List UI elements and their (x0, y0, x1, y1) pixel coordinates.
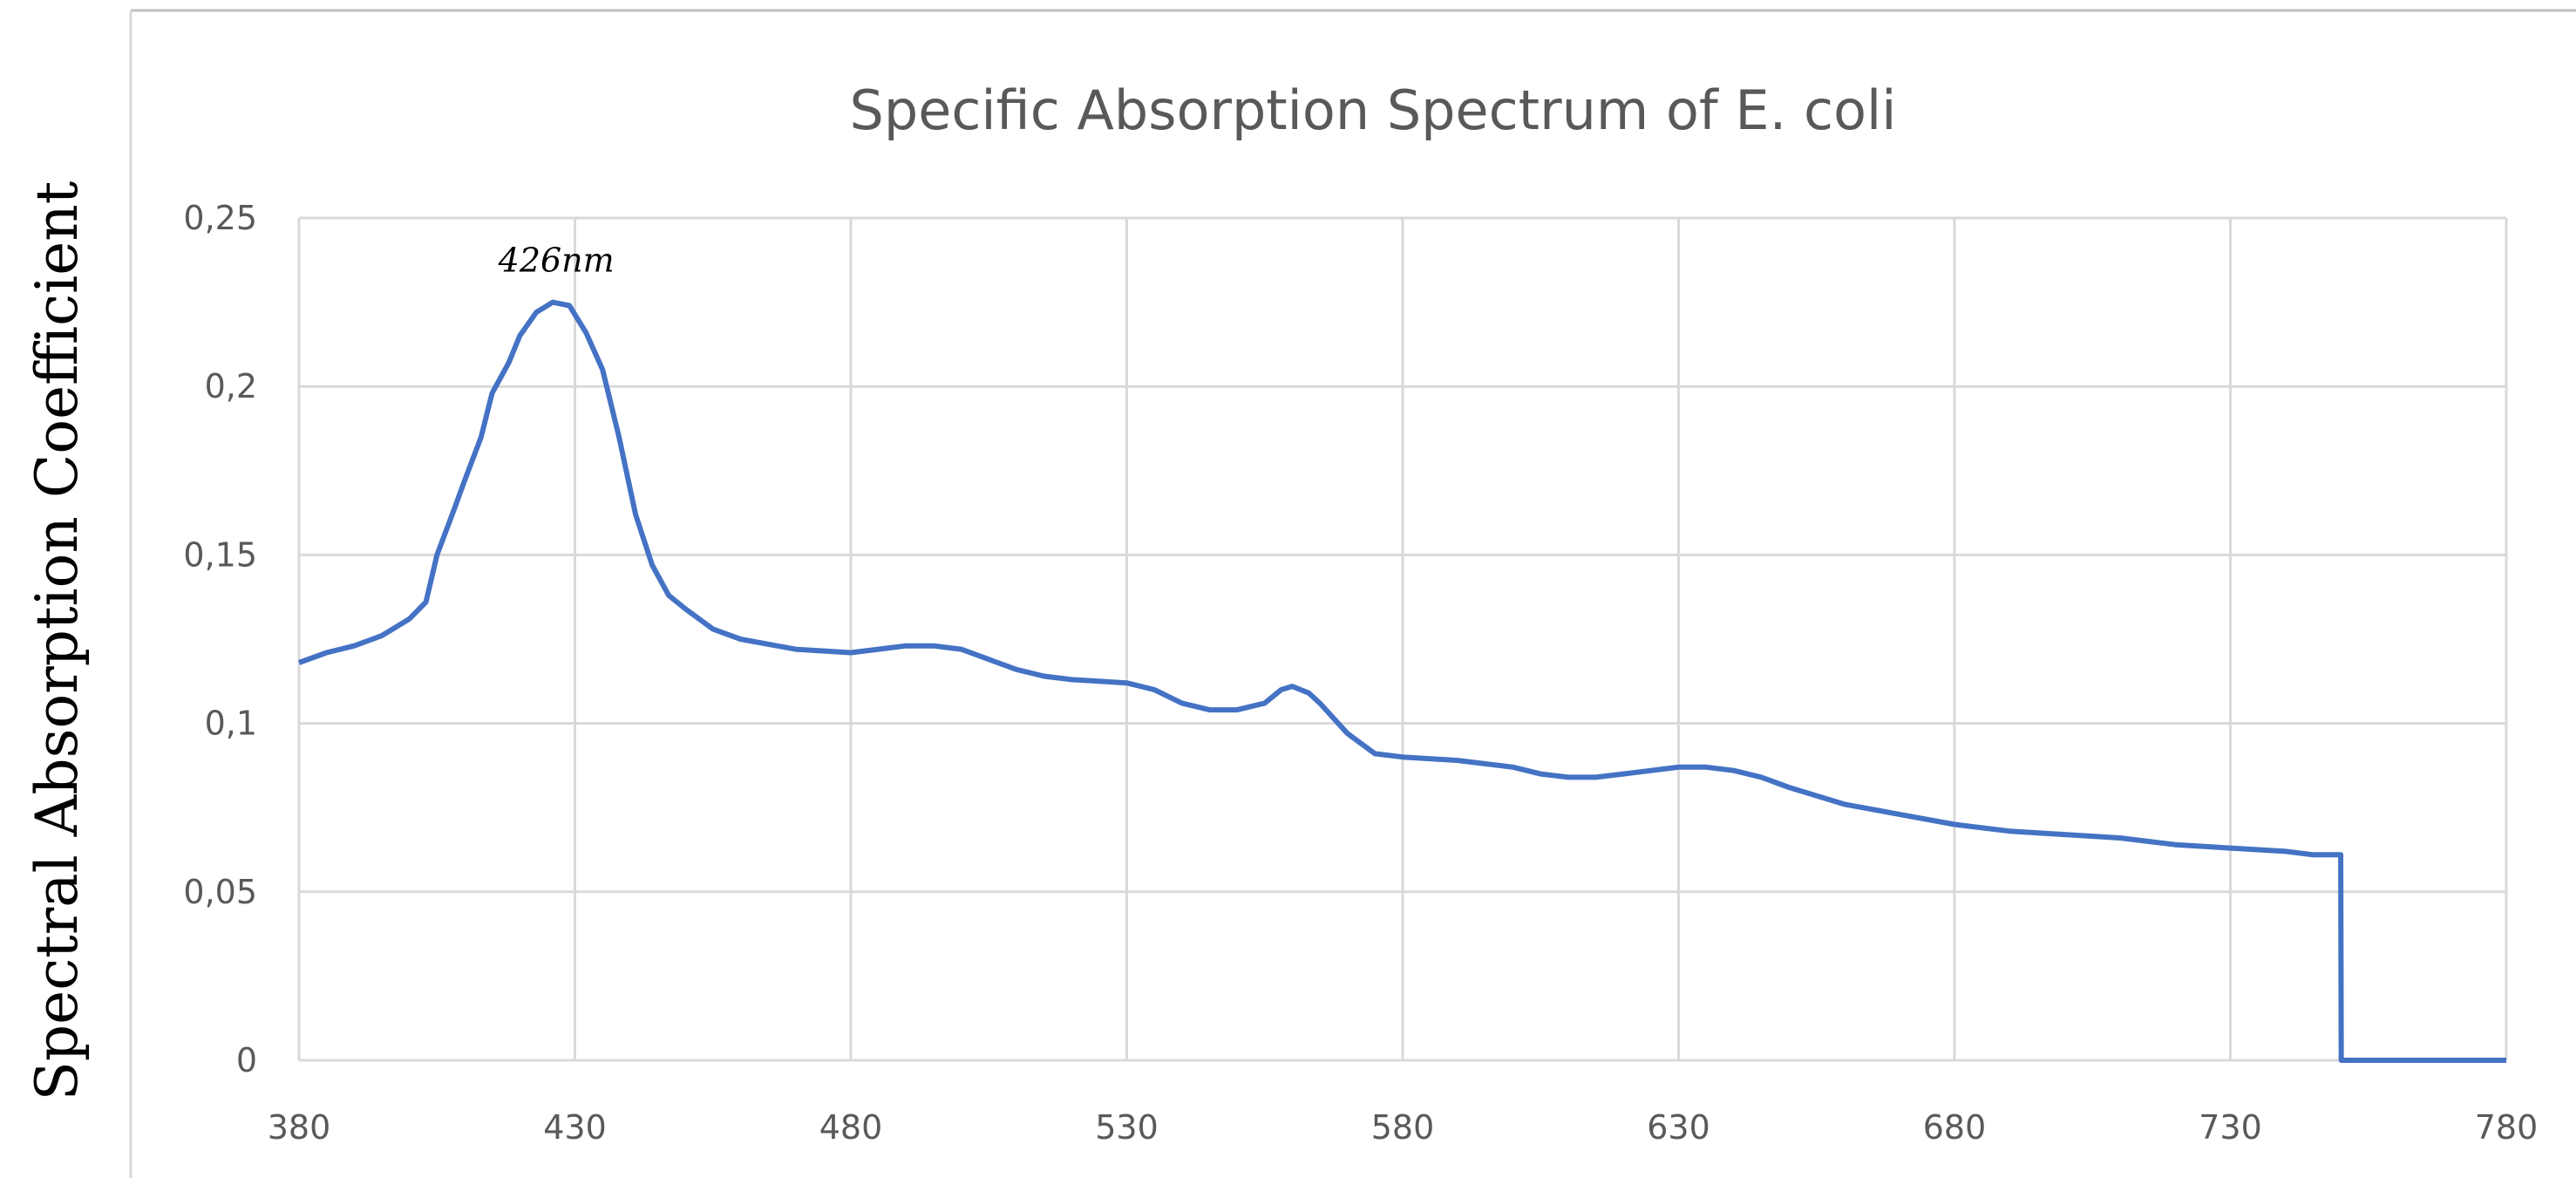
x-tick-labels: 380 430 480 530 580 630 680 730 780 (268, 1108, 2539, 1147)
y-tick-label: 0,05 (183, 873, 257, 911)
x-tick-label: 680 (1923, 1108, 1987, 1147)
y-tick-label: 0,15 (183, 535, 257, 574)
x-tick-label: 530 (1095, 1108, 1159, 1147)
x-tick-label: 630 (1647, 1108, 1710, 1147)
peak-annotation: 426nm (498, 242, 615, 280)
y-tick-labels: 0 0,05 0,1 0,15 0,2 0,25 (183, 199, 257, 1079)
absorption-series-line (297, 299, 2506, 1063)
x-tick-label: 480 (819, 1108, 883, 1147)
x-tick-label: 780 (2475, 1108, 2539, 1147)
vertical-gridlines (297, 218, 2508, 1060)
chart-title: Specific Absorption Spectrum of E. coli (849, 78, 1896, 142)
y-tick-label: 0 (236, 1041, 257, 1079)
x-tick-label: 380 (268, 1108, 331, 1147)
y-axis-label: Spectral Absorption Coefficient (24, 181, 91, 1101)
x-tick-label: 580 (1371, 1108, 1435, 1147)
x-tick-label: 730 (2199, 1108, 2262, 1147)
x-tick-label: 430 (543, 1108, 607, 1147)
y-tick-label: 0,25 (183, 199, 257, 237)
y-tick-label: 0,2 (205, 367, 257, 405)
y-tick-label: 0,1 (205, 705, 257, 743)
horizontal-gridlines (299, 216, 2506, 1062)
